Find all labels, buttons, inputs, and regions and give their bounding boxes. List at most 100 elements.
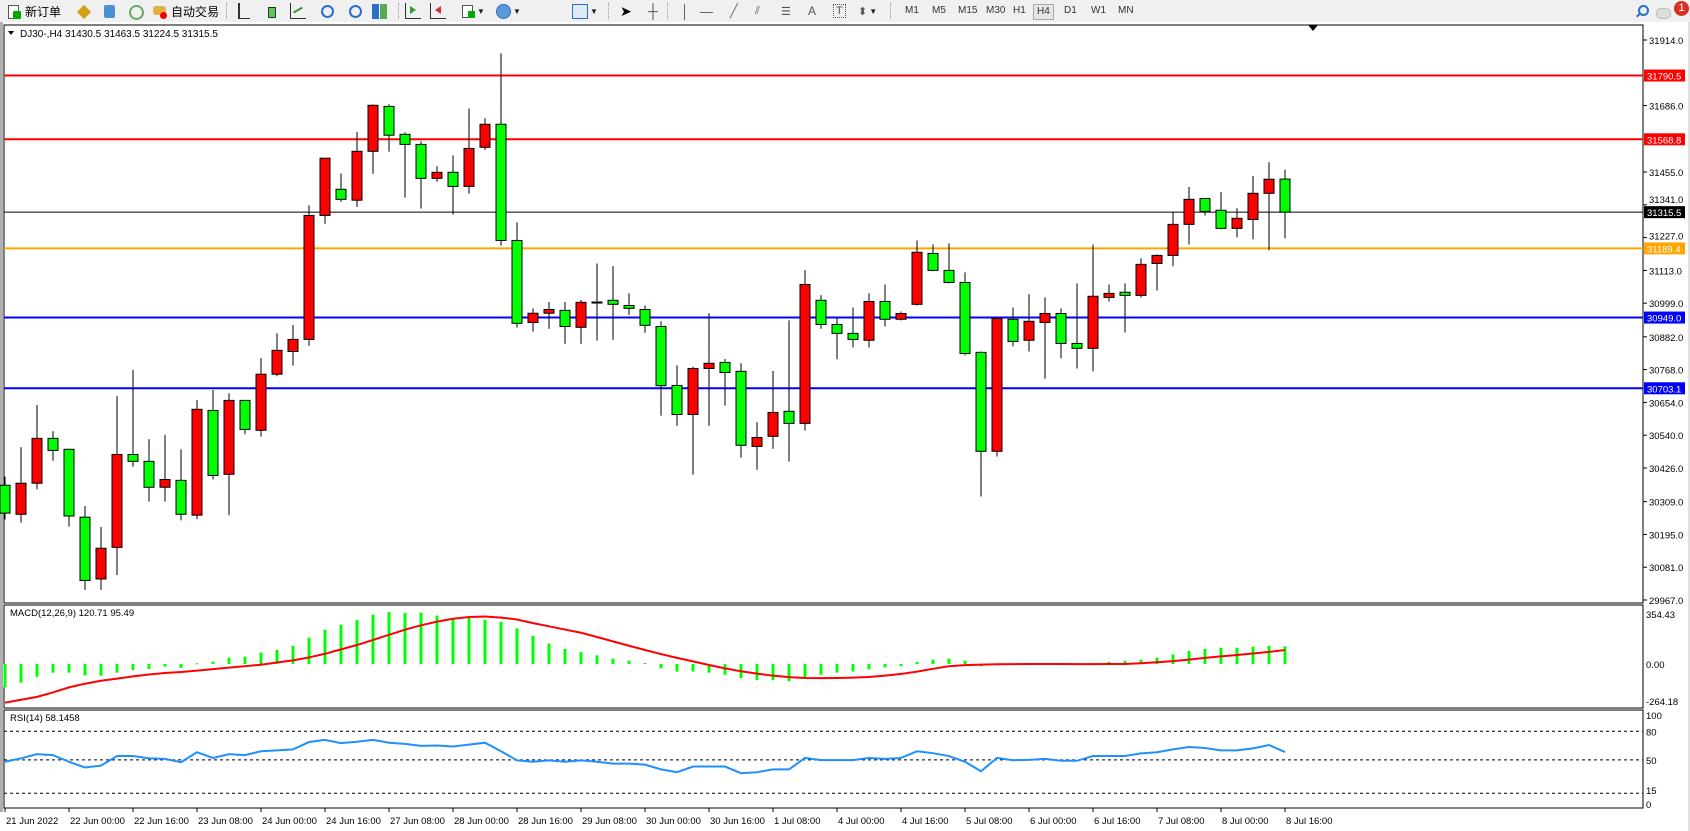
macd-histogram-bar [467,617,471,664]
timeframe-m5[interactable]: M5 [932,5,946,16]
trendline-button[interactable]: ╱ [730,2,738,20]
new-order-button[interactable]: 新订单 [6,2,61,20]
chart-shift-button[interactable] [430,2,446,20]
vertical-line-button[interactable]: │ [681,2,689,20]
timeframe-mn[interactable]: MN [1118,5,1134,16]
candle-body [639,309,651,326]
line-chart-icon [290,3,306,19]
candle-body [31,437,43,484]
candle-body [671,384,683,415]
timeframe-h1[interactable]: H1 [1013,5,1026,16]
candle-body [655,325,667,387]
indicators-icon [460,4,475,19]
candle-body [623,304,635,309]
macd-histogram-bar [227,657,231,664]
text-label-button[interactable]: T [833,2,846,20]
candle-body [1279,178,1291,213]
candle-body [1183,198,1195,225]
auto-trading-button[interactable]: 自动交易 [152,2,219,20]
indicators-dropdown[interactable]: ▼ [460,2,485,20]
zoom-out-button[interactable] [348,2,363,20]
macd-histogram-bar [803,664,807,677]
candle-body [815,299,827,325]
equidistant-channel-button[interactable]: ⫽ [755,2,760,20]
price-pane-border [3,24,1644,604]
time-tick-label: 30 Jun 00:00 [646,816,701,827]
candle-body [447,171,459,187]
macd-histogram-bar [211,661,215,664]
macd-histogram-bar [1267,645,1271,664]
macd-histogram-bar [259,652,263,664]
header-collapse-icon[interactable] [8,31,14,35]
metaeditor-button[interactable] [76,2,92,20]
rsi-tick-label: 0 [1646,800,1651,811]
rsi-tick-label: 15 [1646,786,1657,797]
timeframe-h4[interactable]: H4 [1033,4,1054,20]
macd-histogram-bar [1283,646,1287,664]
candle-body [1055,313,1067,344]
periods-dropdown[interactable]: ▼ [496,2,521,20]
candle-body [703,362,715,369]
macd-histogram-bar [275,649,279,664]
price-tick-label: 31227.0 [1649,231,1683,242]
time-tick-label: 5 Jul 08:00 [966,816,1012,827]
candle-body [431,171,443,179]
time-tick-label: 21 Jun 2022 [6,816,58,827]
chevron-down-icon: ▼ [477,6,485,16]
candle-body [687,367,699,415]
macd-histogram-bar [867,664,871,670]
search-button[interactable] [1634,2,1649,20]
candle-body [175,479,187,515]
macd-histogram-bar [627,660,631,664]
zoom-in-button[interactable] [320,2,335,20]
timeframe-m30[interactable]: M30 [986,5,1006,16]
price-tick-label: 30081.0 [1649,563,1683,574]
candle-body [415,143,427,179]
bar-chart-button[interactable] [238,2,250,20]
arrows-dropdown[interactable]: ⬍ ▼ [858,2,877,20]
candle-body [47,437,59,451]
chart-header: DJ30-,H4 31430.5 31463.5 31224.5 31315.5 [20,29,218,40]
crosshair-button[interactable]: ┼ [648,2,658,20]
candle-body [1247,192,1259,220]
text-button[interactable]: A [808,2,816,20]
timeframe-m1[interactable]: M1 [905,5,919,16]
macd-histogram-bar [947,658,951,664]
autoscroll-button[interactable] [405,2,421,20]
price-tick-label: 30426.0 [1649,464,1683,475]
cursor-button[interactable]: ➤ [620,2,632,20]
price-pane: 31914.0 31686.0 31455.0 31341.0 31227.0 31113… [0,24,1685,607]
notification-button[interactable] [1656,2,1671,20]
timeframe-w1[interactable]: W1 [1091,5,1106,16]
candle-body [1263,178,1275,194]
chart-window[interactable]: 31914.0 31686.0 31455.0 31341.0 31227.0 31113… [0,22,1690,831]
candle-body [991,317,1003,452]
price-tick-label: 30882.0 [1649,333,1683,344]
macd-histogram-bar [819,664,823,675]
macd-histogram-bar [51,664,55,673]
templates-dropdown[interactable]: ▼ [572,2,598,20]
macd-histogram-bar [1123,660,1127,664]
macd-histogram-bar [771,664,775,681]
macd-histogram-bar [755,664,759,681]
tile-windows-button[interactable] [372,2,387,20]
candlestick-button[interactable] [264,2,279,20]
macd-tick-label: -264.18 [1646,697,1678,708]
chart-shift-marker[interactable] [1308,25,1318,31]
candle-body [767,411,779,437]
toolbar-separator [226,3,228,19]
auto-trading-icon [152,4,167,19]
macd-histogram-bar [163,664,167,667]
line-chart-button[interactable] [290,2,306,20]
signals-button[interactable] [128,2,144,20]
candle-body [143,460,155,488]
timeframe-m15[interactable]: M15 [958,5,978,16]
fibonacci-button[interactable]: ☰ [781,2,791,20]
macd-histogram-bar [435,615,439,664]
timeframe-d1[interactable]: D1 [1064,5,1077,16]
new-order-icon [6,4,21,19]
horizontal-line-button[interactable]: — [700,2,713,20]
data-window-button[interactable] [102,2,117,20]
macd-histogram-bar [179,664,183,668]
price-tick-label: 30768.0 [1649,366,1683,377]
